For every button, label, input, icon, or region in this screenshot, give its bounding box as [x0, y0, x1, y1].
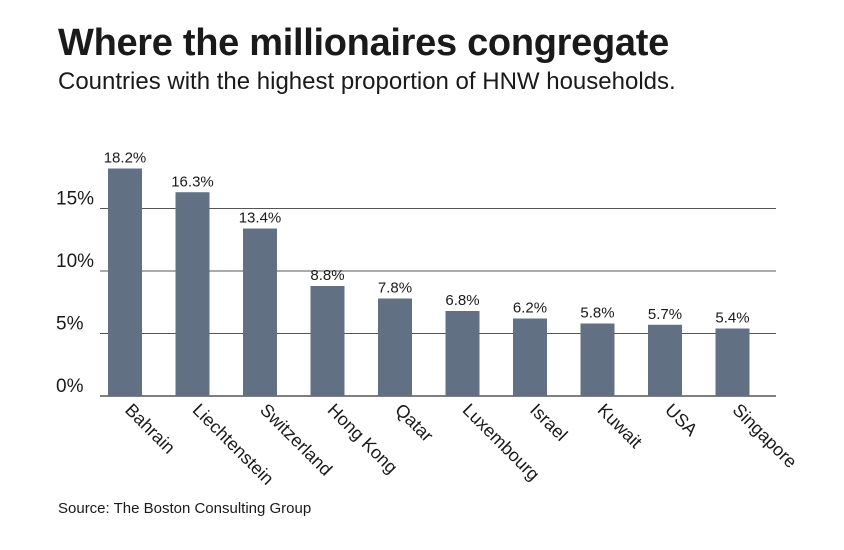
bar-chart: 0% 5% 10% 15% 18.2% 16.3% 13.4% 8.8% 7.8% 6.8% 6.… [56, 150, 801, 489]
x-category-label: Kuwait [594, 400, 646, 452]
data-label: 18.2% [104, 150, 147, 167]
bar-hong-kong [310, 286, 345, 396]
data-label: 16.3% [171, 173, 214, 190]
data-label: 7.8% [378, 280, 412, 297]
x-category-label: Israel [526, 400, 571, 445]
y-tick-label: 10% [56, 251, 94, 272]
data-label: 8.8% [310, 267, 344, 284]
data-labels: 18.2% 16.3% 13.4% 8.8% 7.8% 6.8% 6.2% 5.8% 5.7% 5… [104, 150, 750, 327]
data-label: 6.8% [445, 292, 479, 309]
bar-liechtenstein [175, 192, 210, 396]
chart-title: Where the millionaires congregate [58, 22, 669, 64]
bar-qatar [378, 298, 412, 396]
bar-kuwait [580, 323, 615, 396]
chart-subtitle: Countries with the highest proportion of… [58, 68, 676, 95]
bar-switzerland [243, 228, 277, 396]
bar-usa [648, 324, 682, 396]
source-note: Source: The Boston Consulting Group [58, 500, 312, 517]
x-category-label: Qatar [391, 400, 437, 446]
y-tick-label: 5% [56, 314, 84, 335]
data-label: 5.4% [715, 310, 749, 327]
data-label: 6.2% [513, 300, 547, 317]
y-tick-label: 0% [56, 376, 84, 397]
bar-bahrain [108, 168, 142, 396]
data-label: 13.4% [239, 210, 282, 227]
y-tick-label: 15% [56, 189, 94, 210]
bar-singapore [715, 328, 750, 396]
data-label: 5.7% [648, 306, 682, 323]
bars [108, 168, 750, 396]
x-category-label: USA [661, 400, 701, 440]
y-axis-tick-labels: 0% 5% 10% 15% [56, 189, 94, 398]
bar-luxembourg [445, 311, 480, 396]
x-category-label: Singapore [729, 400, 801, 472]
bar-israel [513, 318, 547, 396]
x-category-label: Bahrain [121, 400, 179, 458]
data-label: 5.8% [580, 305, 614, 322]
